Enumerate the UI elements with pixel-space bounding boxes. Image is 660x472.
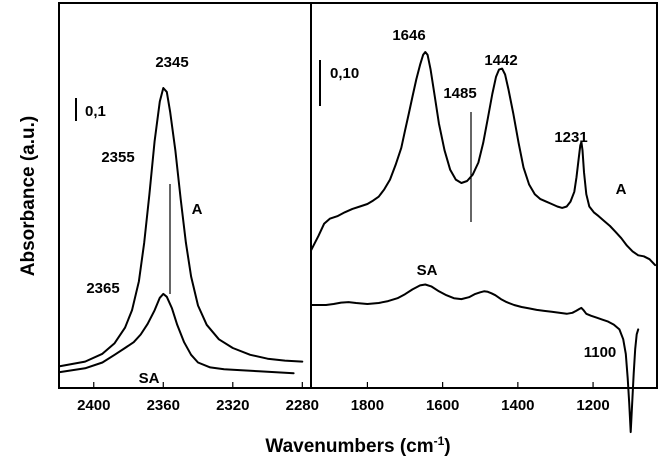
series-label-sa: SA bbox=[139, 370, 160, 387]
left-plot: 2400 2360 2320 2280 A SA 2345 2355 2365 0,1 bbox=[58, 54, 319, 414]
peak-label-1100: 1100 bbox=[584, 344, 617, 361]
series-label-a: A bbox=[616, 181, 627, 198]
x-tick-label: 1200 bbox=[576, 397, 609, 414]
spectrum-trace-sa bbox=[58, 292, 295, 375]
scale-bar-label: 0,1 bbox=[85, 103, 106, 120]
series-label-a: A bbox=[192, 201, 203, 218]
right-panel-frame bbox=[310, 2, 658, 389]
y-axis-title: Absorbance (a.u.) bbox=[18, 116, 39, 276]
peak-label-1485: 1485 bbox=[443, 85, 476, 102]
series-label-sa: SA bbox=[417, 262, 438, 279]
spectrum-trace-a bbox=[58, 87, 304, 368]
x-axis-title-tail: ) bbox=[444, 436, 450, 457]
x-tick-label: 2280 bbox=[286, 397, 319, 414]
peak-label-2355: 2355 bbox=[101, 149, 134, 166]
peak-label-2365: 2365 bbox=[86, 280, 119, 297]
x-tick-label: 1400 bbox=[501, 397, 534, 414]
peak-label-2345: 2345 bbox=[155, 54, 188, 71]
spectrum-trace-sa bbox=[310, 283, 640, 434]
x-tick-label: 1600 bbox=[426, 397, 459, 414]
x-tick-label: 1800 bbox=[351, 397, 384, 414]
x-tick-label: 2320 bbox=[216, 397, 249, 414]
x-axis-title: Wavenumbers (cm-1) bbox=[265, 434, 450, 457]
right-plot: 1800 1600 1400 1200 A SA 1646 1485 1442 1231 1100 0… bbox=[310, 27, 657, 434]
spectrum-trace-a bbox=[310, 51, 657, 267]
x-axis-title-sup: -1 bbox=[434, 434, 445, 448]
x-tick-label: 2360 bbox=[147, 397, 180, 414]
x-axis-title-main: Wavenumbers (cm bbox=[265, 436, 433, 457]
peak-label-1442: 1442 bbox=[484, 52, 517, 69]
peak-label-1231: 1231 bbox=[554, 129, 587, 146]
x-tick-label: 2400 bbox=[77, 397, 110, 414]
peak-label-1646: 1646 bbox=[392, 27, 425, 44]
scale-bar-label: 0,10 bbox=[330, 65, 359, 82]
